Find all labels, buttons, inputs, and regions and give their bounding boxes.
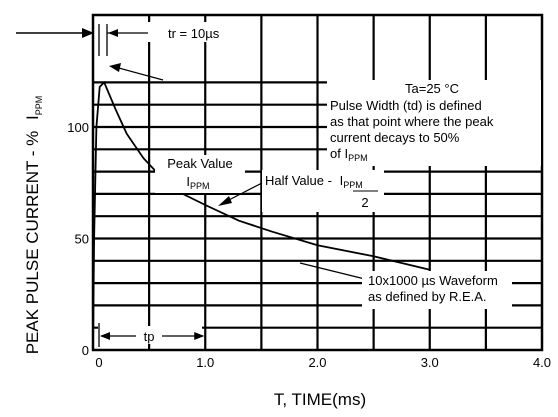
waveform-label-line2: as defined by R.E.A.: [368, 289, 487, 304]
tp-arrowhead-right: [194, 332, 205, 340]
x-tick-label: 4.0: [533, 355, 551, 370]
x-tick-label: 1.0: [196, 355, 214, 370]
y-axis-label-i: I: [23, 115, 42, 120]
half-arrow-line: [224, 182, 263, 203]
x-axis-label: T, TIME(ms): [274, 390, 366, 409]
y-axis-label-main: PEAK PULSE CURRENT - %: [23, 131, 42, 355]
series-line: [92, 80, 431, 351]
peak-i: I: [186, 174, 190, 189]
x-tick-label: 0: [95, 355, 102, 370]
tr-label: tr = 10µs: [168, 26, 220, 41]
waveform-curve: [92, 80, 431, 351]
y-tick-label: 50: [75, 232, 89, 247]
peak-label-bg: [155, 155, 245, 193]
half-arrowhead: [218, 196, 232, 206]
annotations: tr = 10µs Ta=25 °C Pulse Width (td) is def…: [98, 22, 541, 347]
pulse-width-note-line: current decays to 50%: [330, 130, 460, 145]
y-axis-label-ppm: PPM: [34, 96, 44, 116]
pulse-width-note-of: of I: [330, 146, 348, 161]
peak-value-label: Peak Value: [167, 156, 233, 171]
tp-label-bg: [136, 328, 162, 344]
y-axis-label: PEAK PULSE CURRENT - % IPPM: [23, 96, 44, 355]
plot-border: [91, 13, 544, 352]
half-value-i: I: [340, 173, 344, 188]
half-value-denominator: 2: [361, 195, 368, 210]
pulse-width-note-line: as that point where the peak: [330, 114, 494, 129]
tp-label: tp: [144, 329, 155, 344]
pulse-width-note-bg: [327, 80, 541, 166]
half-value-ppm: PPM: [343, 180, 363, 190]
peak-arrowhead: [109, 63, 121, 72]
x-tick-label: 3.0: [421, 355, 439, 370]
tr-label-bg: [118, 22, 258, 42]
pulse-width-note-last: of IPPM: [330, 146, 368, 163]
ambient-temp-label: Ta=25 °C: [405, 81, 459, 96]
half-value-text: Half Value -: [265, 173, 336, 188]
peak-ppm: PPM: [190, 181, 210, 191]
peak-arrow-line: [114, 66, 164, 81]
svg-text:PEAK PULSE CURRENT - % I: PEAK PULSE CURRENT - % IPPM: [23, 96, 44, 355]
x-tick-label: 2.0: [308, 355, 326, 370]
tr-arrowhead: [108, 29, 118, 37]
ppm-reference-arrowhead: [82, 28, 94, 38]
plot-frame: [91, 13, 544, 352]
waveform-label-bg: [362, 271, 512, 309]
peak-value-ippm: IPPM: [186, 174, 209, 191]
pulse-width-note-line: Pulse Width (td) is defined: [330, 98, 482, 113]
waveform-label-line1: 10x1000 µs Waveform: [368, 273, 498, 288]
tick-labels: 0 1.0 2.0 3.0 4.0 0 50 100: [67, 120, 551, 370]
half-value-label: Half Value - IPPM: [265, 173, 363, 190]
y-tick-label: 0: [82, 343, 89, 358]
y-tick-label: 100: [67, 120, 89, 135]
tp-arrowhead-left: [100, 332, 110, 340]
waveform-leader-line: [299, 262, 374, 282]
pulse-width-note-ppm: PPM: [348, 153, 368, 163]
